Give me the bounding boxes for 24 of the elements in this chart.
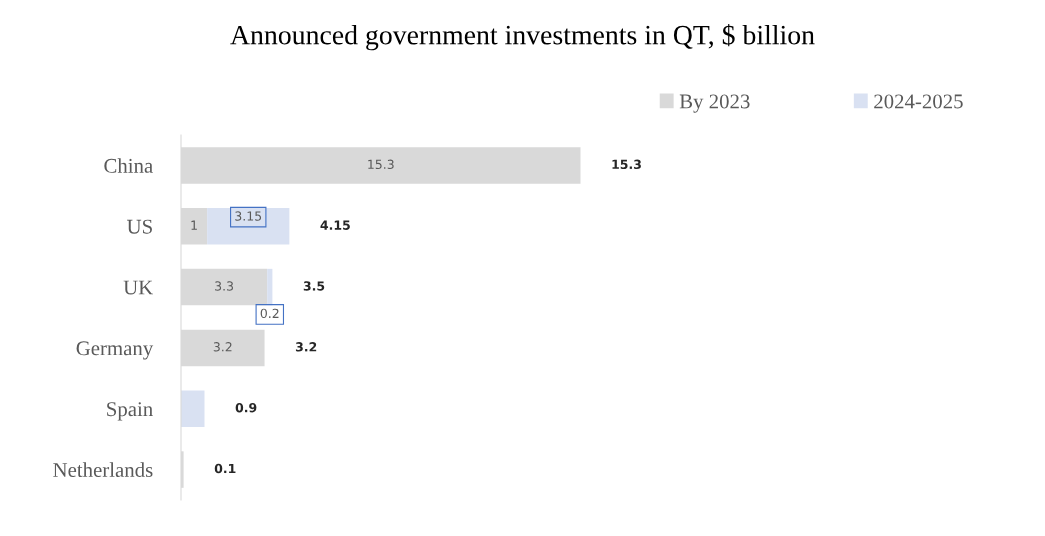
total-label: 3.5 — [303, 281, 325, 291]
data-label: 1 — [191, 220, 197, 230]
bar — [267, 268, 273, 306]
y-tick-label: Netherlands — [53, 462, 153, 478]
legend-label: 2024-2025 — [874, 94, 963, 109]
data-label: 0.2 — [260, 308, 279, 319]
total-label: 0.1 — [214, 463, 236, 474]
chart-title: Announced government investments in QT, $ billion — [230, 24, 815, 51]
total-label: 4.15 — [320, 220, 350, 230]
total-label: 0.9 — [235, 402, 257, 413]
data-label: 15.3 — [368, 159, 394, 170]
legend-label: By 2023 — [679, 94, 750, 113]
data-label: 3.3 — [215, 281, 234, 291]
bar — [207, 208, 290, 245]
y-tick-label: Germany — [76, 341, 154, 360]
y-tick-label: US — [127, 219, 152, 234]
bar — [181, 390, 205, 427]
y-tick-label: UK — [123, 280, 154, 295]
y-tick-label: China — [104, 158, 153, 173]
y-tick-label: Spain — [107, 402, 153, 421]
total-label: 15.3 — [612, 159, 641, 170]
data-label: 3.2 — [213, 342, 232, 352]
data-label: 3.15 — [235, 211, 262, 221]
total-label: 3.2 — [295, 342, 317, 352]
